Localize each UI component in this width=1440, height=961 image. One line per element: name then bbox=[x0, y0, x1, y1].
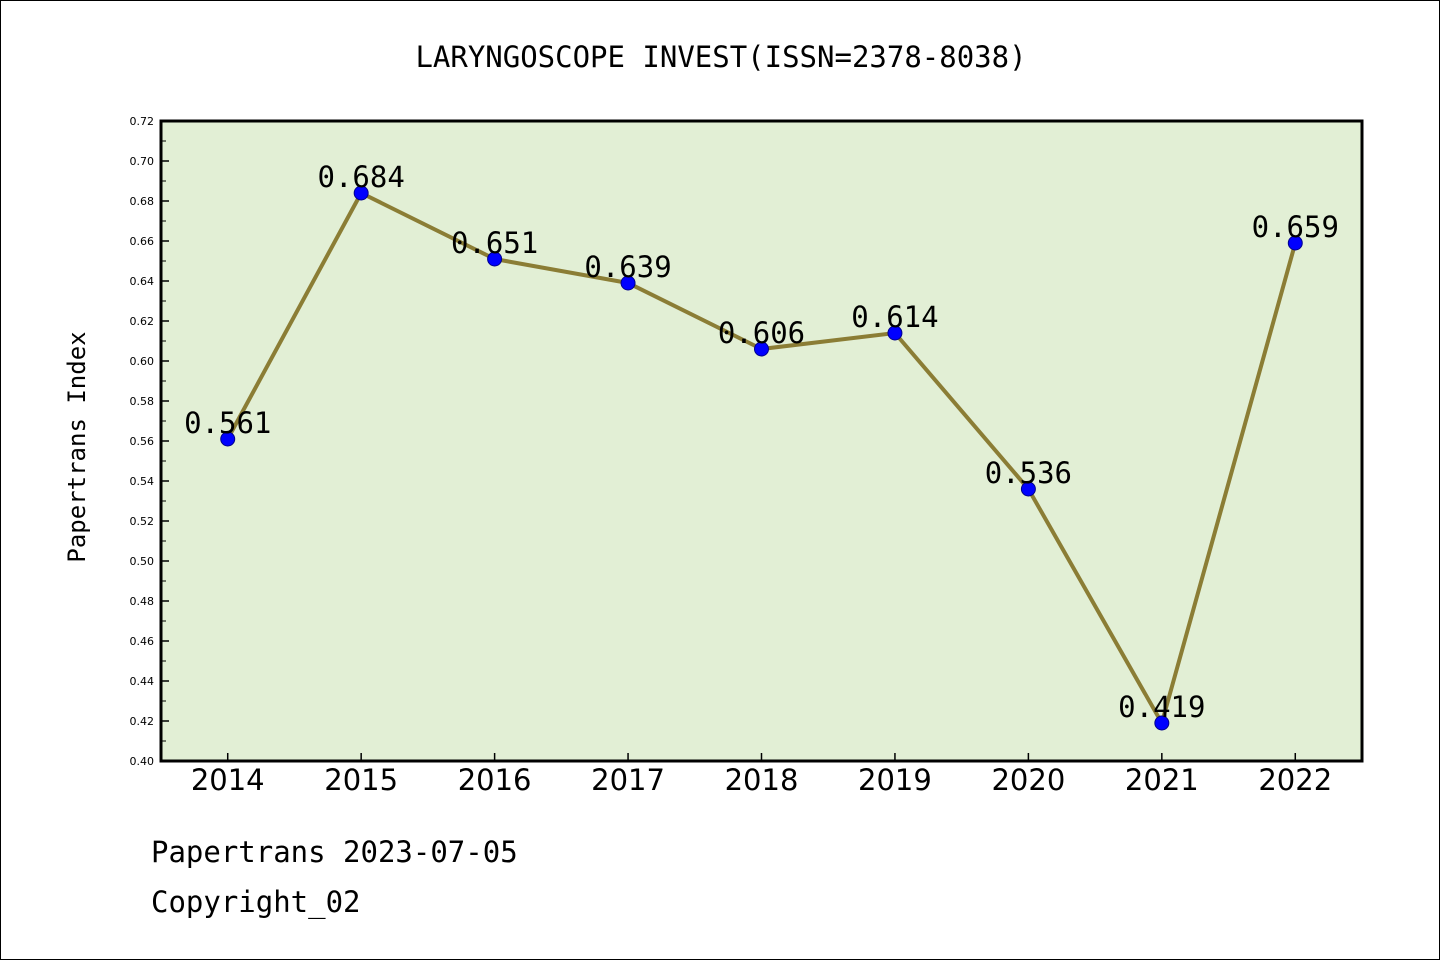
y-tick-label: 0.52 bbox=[130, 515, 155, 528]
y-tick-label: 0.44 bbox=[130, 675, 155, 688]
y-tick-label: 0.72 bbox=[130, 115, 155, 128]
footer-copyright: Copyright_02 bbox=[151, 885, 361, 919]
data-point bbox=[353, 185, 369, 201]
y-axis: 0.40 0.42 0.44 0.46 0.48 0.50 0.52 0.54 0.56 0.58… bbox=[130, 115, 169, 768]
series-layer: 0.561 0.684 0.651 0.639 0.606 0.614 0.536 0.419… bbox=[184, 160, 1339, 731]
data-point bbox=[754, 341, 769, 357]
data-point bbox=[1020, 481, 1036, 497]
data-point bbox=[620, 275, 636, 291]
y-tick-label: 0.64 bbox=[130, 275, 155, 288]
data-point bbox=[887, 325, 903, 341]
data-point bbox=[1287, 235, 1303, 251]
data-label: 0.614 bbox=[851, 300, 938, 334]
x-tick-label: 2021 bbox=[1125, 763, 1199, 797]
y-tick-label: 0.56 bbox=[130, 435, 155, 448]
footer-date: Papertrans 2023-07-05 bbox=[151, 835, 518, 869]
plot-area bbox=[159, 119, 1364, 763]
data-label: 0.651 bbox=[451, 226, 538, 260]
y-tick-label: 0.50 bbox=[130, 555, 155, 568]
y-tick-label: 0.70 bbox=[130, 155, 155, 168]
data-label: 0.561 bbox=[184, 406, 271, 440]
y-tick-label: 0.58 bbox=[130, 395, 155, 408]
y-tick-label: 0.40 bbox=[130, 755, 155, 768]
x-axis: 2014 2015 2016 2017 2018 2019 2020 2021 2022 bbox=[191, 753, 1332, 797]
y-tick-label: 0.66 bbox=[130, 235, 155, 248]
data-label: 0.419 bbox=[1118, 690, 1205, 724]
x-tick-label: 2018 bbox=[725, 763, 799, 797]
data-label: 0.639 bbox=[584, 250, 671, 284]
data-point bbox=[1154, 715, 1170, 731]
x-tick-label: 2016 bbox=[458, 763, 532, 797]
data-point bbox=[220, 431, 236, 447]
y-axis-label: Papertrans Index bbox=[63, 331, 91, 562]
y-tick-label: 0.48 bbox=[130, 595, 155, 608]
y-tick-label: 0.54 bbox=[130, 475, 155, 488]
x-tick-label: 2017 bbox=[591, 763, 665, 797]
y-tick-label: 0.60 bbox=[130, 355, 155, 368]
data-point bbox=[487, 251, 503, 267]
x-tick-label: 2015 bbox=[324, 763, 398, 797]
y-tick-label: 0.68 bbox=[130, 195, 155, 208]
data-label: 0.606 bbox=[718, 316, 805, 350]
y-tick-label: 0.42 bbox=[130, 715, 155, 728]
x-tick-label: 2019 bbox=[858, 763, 932, 797]
y-tick-label: 0.46 bbox=[130, 635, 155, 648]
data-label: 0.536 bbox=[985, 456, 1072, 490]
x-tick-label: 2014 bbox=[191, 763, 265, 797]
data-label: 0.684 bbox=[318, 160, 405, 194]
data-label: 0.659 bbox=[1252, 210, 1339, 244]
x-tick-label: 2022 bbox=[1258, 763, 1332, 797]
y-tick-label: 0.62 bbox=[130, 315, 155, 328]
x-tick-label: 2020 bbox=[991, 763, 1065, 797]
chart-title: LARYNGOSCOPE INVEST(ISSN=2378-8038) bbox=[415, 40, 1026, 74]
